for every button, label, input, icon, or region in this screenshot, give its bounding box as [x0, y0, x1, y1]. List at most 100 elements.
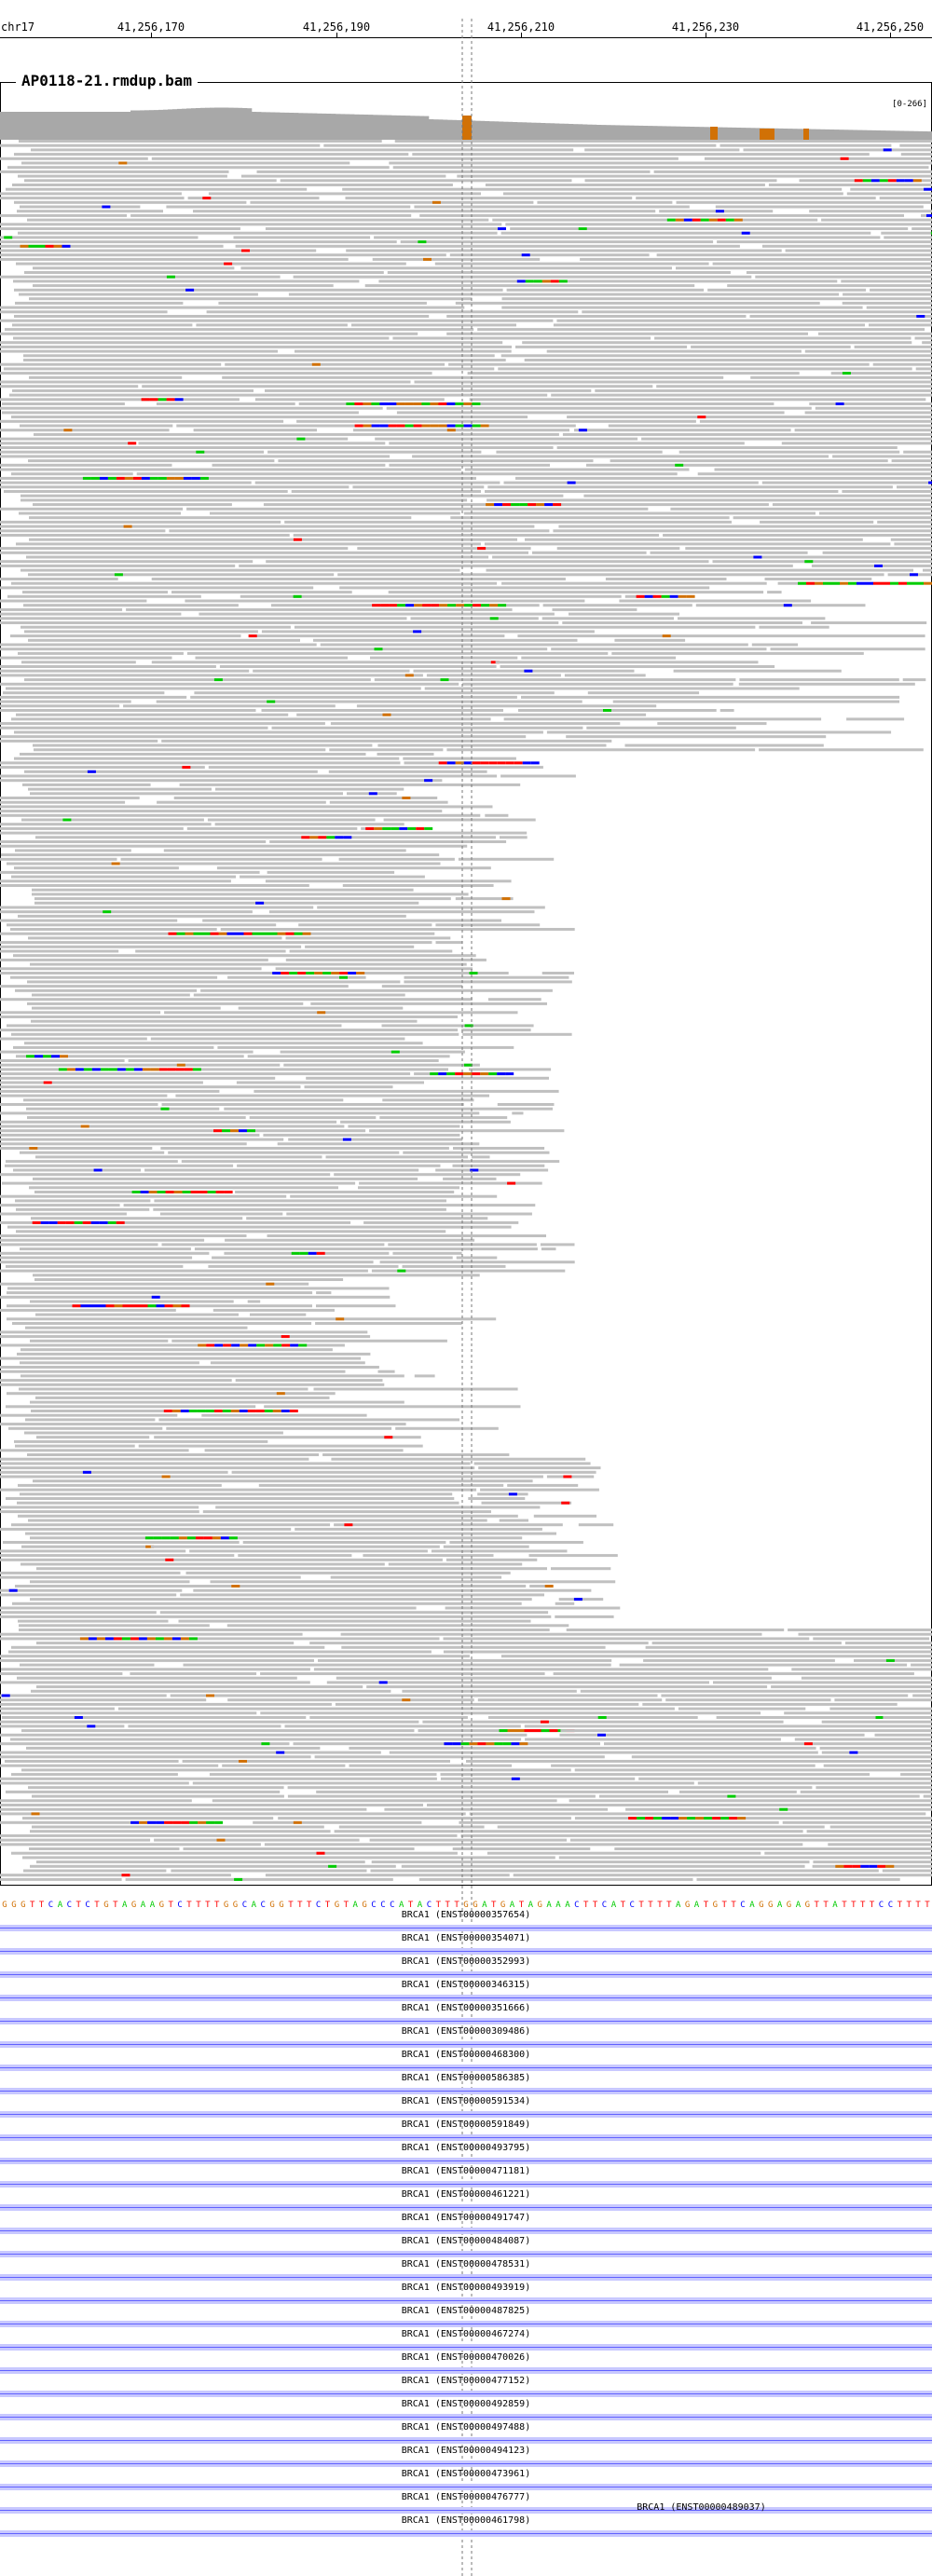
aligned-read[interactable] — [34, 432, 559, 436]
aligned-read[interactable] — [196, 323, 348, 327]
aligned-read[interactable] — [27, 980, 401, 984]
genomic-ruler[interactable]: chr17 41,256,170 41,256,190 41,256,210 4… — [0, 0, 932, 56]
aligned-read[interactable] — [6, 1790, 281, 1793]
aligned-read[interactable] — [31, 1019, 418, 1023]
aligned-read[interactable] — [583, 494, 932, 497]
aligned-read[interactable] — [569, 1799, 932, 1803]
aligned-read[interactable] — [3, 691, 165, 695]
aligned-read[interactable] — [395, 1426, 499, 1430]
aligned-read[interactable] — [598, 1794, 920, 1798]
aligned-read[interactable] — [0, 1681, 310, 1684]
aligned-read[interactable] — [20, 1151, 165, 1154]
aligned-read[interactable] — [14, 153, 409, 157]
aligned-read[interactable] — [911, 1663, 932, 1667]
aligned-read[interactable] — [288, 293, 840, 296]
aligned-read[interactable] — [450, 516, 730, 520]
aligned-read[interactable] — [18, 1483, 222, 1487]
aligned-read[interactable] — [0, 345, 512, 348]
aligned-read[interactable] — [29, 1186, 338, 1190]
aligned-read[interactable] — [22, 591, 168, 594]
aligned-read[interactable] — [492, 555, 932, 559]
aligned-read[interactable] — [284, 520, 732, 524]
aligned-read[interactable] — [236, 1081, 424, 1084]
aligned-read[interactable] — [193, 210, 656, 213]
aligned-read[interactable] — [458, 857, 555, 861]
aligned-read[interactable] — [117, 1707, 675, 1711]
aligned-read[interactable] — [0, 437, 349, 441]
aligned-read[interactable] — [0, 481, 252, 484]
aligned-read[interactable] — [2, 402, 125, 405]
aligned-read[interactable] — [0, 455, 391, 458]
aligned-read[interactable] — [371, 1860, 810, 1864]
aligned-read[interactable] — [0, 1085, 301, 1089]
aligned-read[interactable] — [31, 148, 574, 152]
aligned-read[interactable] — [339, 586, 710, 590]
aligned-read[interactable] — [580, 1689, 932, 1693]
aligned-read[interactable] — [261, 709, 504, 712]
aligned-read[interactable] — [239, 564, 793, 567]
aligned-read[interactable] — [340, 1120, 511, 1124]
aligned-read[interactable] — [650, 551, 808, 554]
aligned-read[interactable] — [0, 1256, 193, 1260]
aligned-read[interactable] — [29, 516, 412, 520]
aligned-read[interactable] — [654, 336, 911, 340]
aligned-read[interactable] — [161, 739, 612, 743]
aligned-read[interactable] — [7, 1392, 336, 1396]
aligned-read[interactable] — [20, 1492, 453, 1496]
aligned-read[interactable] — [331, 1457, 586, 1461]
aligned-read[interactable] — [473, 1462, 591, 1465]
aligned-read[interactable] — [767, 591, 782, 594]
aligned-read[interactable] — [403, 756, 516, 760]
aligned-read[interactable] — [0, 919, 178, 922]
aligned-read[interactable] — [240, 174, 446, 178]
aligned-read[interactable] — [295, 349, 512, 353]
aligned-read[interactable] — [584, 148, 740, 152]
aligned-read[interactable] — [218, 301, 427, 305]
aligned-read[interactable] — [35, 1313, 239, 1316]
aligned-read[interactable] — [481, 1501, 572, 1505]
aligned-read[interactable] — [676, 266, 932, 270]
aligned-read[interactable] — [7, 166, 390, 170]
aligned-read[interactable] — [713, 1681, 932, 1684]
aligned-read[interactable] — [328, 770, 487, 773]
aligned-read[interactable] — [225, 1238, 475, 1242]
aligned-read[interactable] — [7, 1317, 497, 1321]
transcript-row[interactable]: BRCA1 (ENST00000468300) — [0, 2050, 932, 2073]
aligned-read[interactable] — [1, 1668, 310, 1671]
aligned-read[interactable] — [346, 249, 782, 252]
aligned-read[interactable] — [717, 240, 932, 244]
aligned-read[interactable] — [12, 184, 453, 186]
aligned-read[interactable] — [608, 424, 932, 428]
aligned-read[interactable] — [716, 1716, 880, 1719]
aligned-read[interactable] — [782, 1820, 932, 1824]
aligned-read[interactable] — [0, 380, 411, 384]
aligned-read[interactable] — [227, 975, 366, 979]
aligned-read[interactable] — [755, 275, 932, 279]
aligned-read[interactable] — [0, 761, 401, 765]
aligned-read[interactable] — [4, 367, 495, 371]
aligned-read[interactable] — [0, 797, 140, 799]
aligned-read[interactable] — [154, 1436, 421, 1439]
aligned-read[interactable] — [284, 1724, 521, 1728]
aligned-read[interactable] — [379, 1261, 575, 1264]
aligned-read[interactable] — [163, 849, 406, 852]
aligned-read[interactable] — [0, 1212, 127, 1216]
aligned-read[interactable] — [21, 494, 564, 497]
aligned-read[interactable] — [510, 227, 909, 230]
aligned-read[interactable] — [0, 1707, 115, 1711]
aligned-read[interactable] — [0, 1698, 207, 1702]
aligned-read[interactable] — [210, 1580, 616, 1584]
aligned-read[interactable] — [334, 1523, 563, 1527]
aligned-read[interactable] — [525, 1738, 781, 1741]
aligned-read[interactable] — [487, 1851, 761, 1855]
aligned-read[interactable] — [0, 520, 281, 524]
aligned-read[interactable] — [0, 1475, 543, 1479]
aligned-read[interactable] — [794, 1738, 932, 1741]
aligned-read[interactable] — [0, 1611, 157, 1615]
aligned-read[interactable] — [842, 301, 932, 305]
aligned-read[interactable] — [761, 244, 932, 248]
aligned-read[interactable] — [235, 1379, 383, 1383]
aligned-read[interactable] — [20, 205, 141, 209]
aligned-read[interactable] — [250, 200, 534, 204]
aligned-read[interactable] — [334, 1830, 803, 1833]
